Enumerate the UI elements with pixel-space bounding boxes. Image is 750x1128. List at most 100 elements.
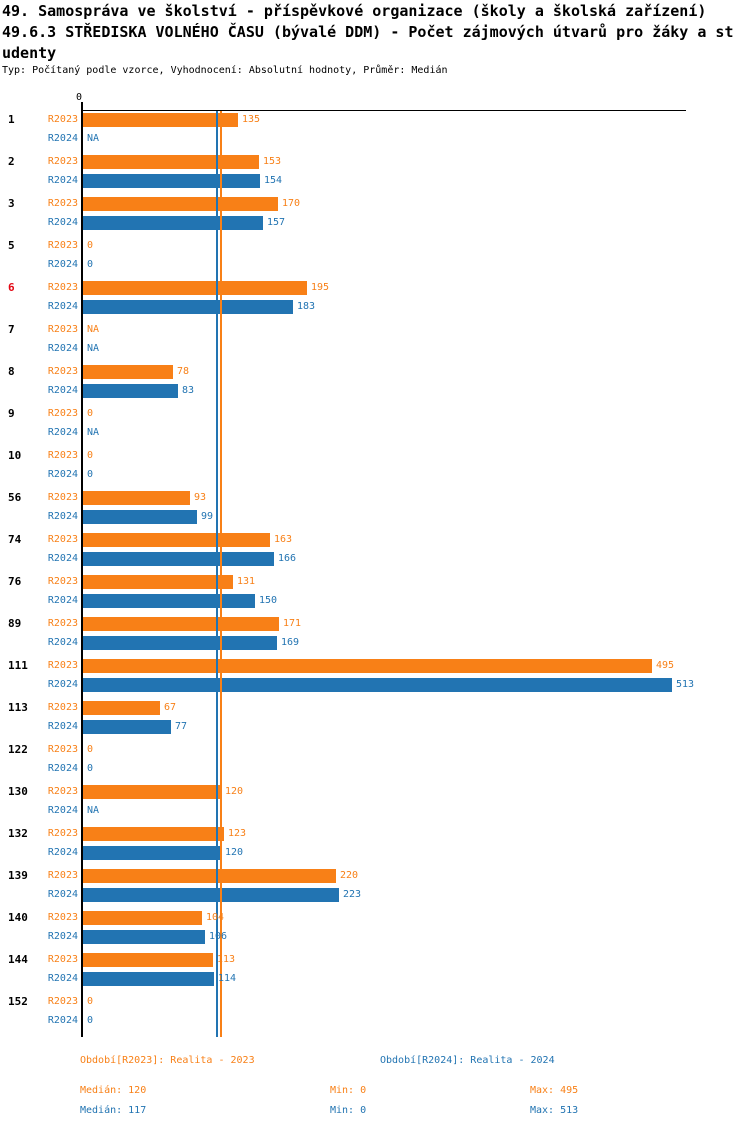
value-label-r2023: 0 — [87, 450, 94, 461]
value-label-r2023: NA — [87, 324, 100, 335]
bar-r2024 — [83, 678, 672, 692]
value-label-r2024: 513 — [676, 679, 695, 690]
value-label-r2024: NA — [87, 133, 100, 144]
series-label-r2023: R2023 — [47, 114, 78, 125]
bar-r2024 — [83, 720, 171, 734]
bar-r2024 — [83, 552, 274, 566]
bar-r2024 — [83, 300, 293, 314]
bar-r2023 — [83, 785, 221, 799]
value-label-r2023: 220 — [340, 870, 359, 881]
value-label-r2023: 135 — [242, 114, 261, 125]
bar-r2024 — [83, 930, 205, 944]
bar-r2023 — [83, 533, 270, 547]
bar-r2024 — [83, 216, 263, 230]
series-label-r2024: R2024 — [47, 931, 78, 942]
series-label-r2024: R2024 — [47, 637, 78, 648]
series-label-r2024: R2024 — [47, 847, 78, 858]
category-label: 5 — [8, 239, 15, 252]
bar-r2023 — [83, 491, 190, 505]
series-label-r2023: R2023 — [47, 786, 78, 797]
value-label-r2024: NA — [87, 427, 100, 438]
category-label: 1 — [8, 113, 15, 126]
category-label: 132 — [8, 827, 28, 840]
bar-r2023 — [83, 659, 652, 673]
bar-r2023 — [83, 869, 336, 883]
bar-r2023 — [83, 617, 279, 631]
series-label-r2023: R2023 — [47, 870, 78, 881]
median-line-r2023 — [220, 111, 222, 1037]
value-label-r2023: 131 — [237, 576, 256, 587]
series-label-r2024: R2024 — [47, 343, 78, 354]
bar-r2023 — [83, 953, 213, 967]
value-label-r2023: 67 — [164, 702, 177, 713]
bar-r2024 — [83, 888, 339, 902]
bar-r2023 — [83, 575, 233, 589]
value-label-r2024: 0 — [87, 259, 94, 270]
series-label-r2023: R2023 — [47, 198, 78, 209]
bar-r2024 — [83, 384, 178, 398]
series-label-r2023: R2023 — [47, 492, 78, 503]
series-label-r2023: R2023 — [47, 828, 78, 839]
series-label-r2024: R2024 — [47, 385, 78, 396]
axis-origin-tick-label: 0 — [76, 92, 83, 103]
series-label-r2023: R2023 — [47, 912, 78, 923]
series-label-r2024: R2024 — [47, 679, 78, 690]
report-title-line1: 49. Samospráva ve školství - příspěvkové… — [2, 2, 707, 20]
series-label-r2023: R2023 — [47, 240, 78, 251]
series-label-r2023: R2023 — [47, 660, 78, 671]
legend-median-r2023: Medián: 120 — [80, 1085, 147, 1096]
value-label-r2023: 120 — [225, 786, 244, 797]
category-label: 139 — [8, 869, 28, 882]
value-label-r2024: 114 — [218, 973, 237, 984]
value-label-r2023: 495 — [656, 660, 675, 671]
category-label: 140 — [8, 911, 28, 924]
series-label-r2024: R2024 — [47, 889, 78, 900]
bar-r2024 — [83, 972, 214, 986]
category-label: 56 — [8, 491, 22, 504]
series-label-r2023: R2023 — [47, 618, 78, 629]
legend-max-r2024: Max: 513 — [530, 1105, 579, 1116]
value-label-r2024: 157 — [267, 217, 286, 228]
series-label-r2023: R2023 — [47, 744, 78, 755]
value-label-r2023: 0 — [87, 744, 94, 755]
value-label-r2024: 77 — [175, 721, 188, 732]
value-label-r2023: 123 — [228, 828, 247, 839]
category-label: 130 — [8, 785, 28, 798]
axis-line-horizontal — [82, 110, 686, 111]
category-label: 7 — [8, 323, 15, 336]
series-label-r2024: R2024 — [47, 763, 78, 774]
value-label-r2023: 153 — [263, 156, 282, 167]
bar-r2024 — [83, 636, 277, 650]
legend-min-r2024: Min: 0 — [330, 1105, 367, 1116]
value-label-r2024: 150 — [259, 595, 278, 606]
value-label-r2024: 0 — [87, 763, 94, 774]
value-label-r2024: 99 — [201, 511, 214, 522]
value-label-r2023: 113 — [217, 954, 236, 965]
value-label-r2024: 183 — [297, 301, 316, 312]
category-label: 6 — [8, 281, 15, 294]
bar-r2023 — [83, 113, 238, 127]
series-label-r2024: R2024 — [47, 511, 78, 522]
value-label-r2023: 0 — [87, 996, 94, 1007]
series-label-r2023: R2023 — [47, 156, 78, 167]
legend-max-r2023: Max: 495 — [530, 1085, 579, 1096]
bar-r2023 — [83, 701, 160, 715]
series-label-r2024: R2024 — [47, 133, 78, 144]
series-label-r2023: R2023 — [47, 408, 78, 419]
series-label-r2023: R2023 — [47, 450, 78, 461]
report-meta-line: Typ: Počítaný podle vzorce, Vyhodnocení:… — [2, 65, 448, 76]
value-label-r2024: 223 — [343, 889, 362, 900]
value-label-r2023: 0 — [87, 240, 94, 251]
value-label-r2024: NA — [87, 343, 100, 354]
report-title-line3: udenty — [2, 44, 57, 62]
category-label: 111 — [8, 659, 28, 672]
category-label: 2 — [8, 155, 15, 168]
category-label: 89 — [8, 617, 22, 630]
series-label-r2023: R2023 — [47, 702, 78, 713]
bar-r2024 — [83, 846, 221, 860]
series-label-r2024: R2024 — [47, 301, 78, 312]
value-label-r2023: 171 — [283, 618, 302, 629]
category-label: 8 — [8, 365, 15, 378]
series-label-r2024: R2024 — [47, 217, 78, 228]
